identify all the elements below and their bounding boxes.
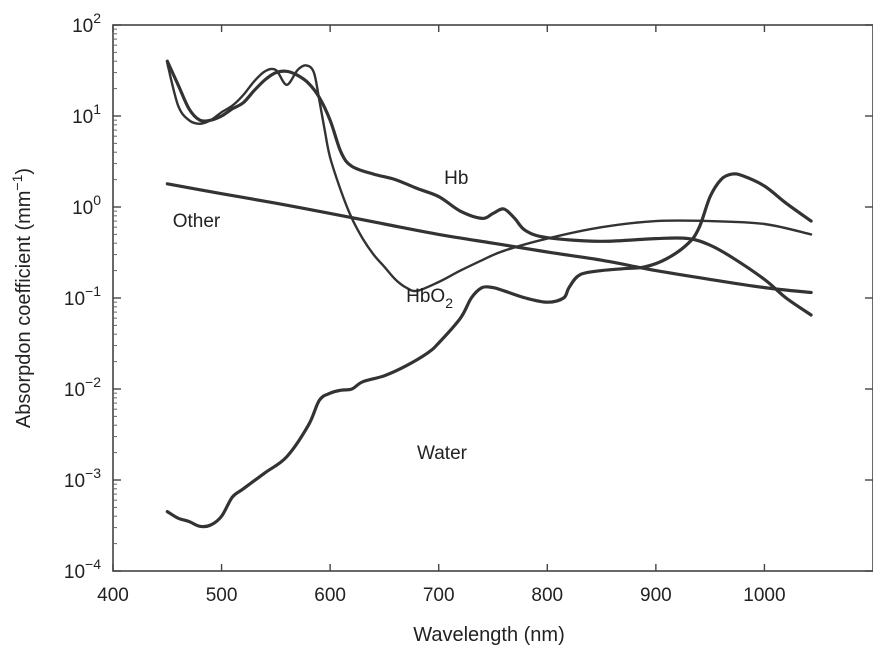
y-axis-label-base: Absorpdon coefficient (mm — [13, 191, 35, 429]
y-tick-label-exponent: −2 — [85, 374, 101, 390]
y-tick-label-exponent: 0 — [93, 192, 101, 208]
x-tick-label-900: 900 — [640, 585, 672, 606]
series-water-label-text: Water — [417, 443, 468, 464]
series-hb-label: Hb — [444, 168, 468, 189]
y-tick-label-base: 10 — [72, 198, 93, 219]
y-tick-label-5: 101 — [72, 101, 101, 128]
series-labels: Hb HbO2 Other Water — [173, 168, 469, 464]
series-hbo2-label: HbO2 — [406, 286, 453, 311]
x-tick-label-600: 600 — [314, 585, 346, 606]
y-tick-label-exponent: 2 — [93, 10, 101, 26]
plot-area-frame — [112, 24, 873, 572]
data-curves — [165, 59, 813, 529]
series-hb-label-text: Hb — [444, 168, 468, 189]
x-tick-label-800: 800 — [531, 585, 563, 606]
y-tick-label-2: 10−2 — [64, 374, 101, 401]
y-tick-label-base: 10 — [64, 471, 85, 492]
y-tick-label-1: 10−3 — [64, 465, 101, 492]
axis-ticks — [112, 24, 873, 572]
x-tick-label-500: 500 — [206, 585, 238, 606]
tick-labels: 400 500 600 700 800 900 100010−410−310−210−110… — [64, 10, 786, 606]
y-tick-label-3: 10−1 — [64, 283, 101, 310]
x-tick-label-1000: 1000 — [743, 585, 785, 606]
series-other-label: Other — [173, 211, 221, 232]
x-axis-label: Wavelength (nm) — [413, 624, 565, 646]
series-other-label-text: Other — [173, 211, 221, 232]
y-tick-label-base: 10 — [72, 16, 93, 37]
series-water-label: Water — [417, 443, 468, 464]
y-axis-label-exponent: −1 — [9, 174, 25, 190]
y-tick-label-base: 10 — [64, 289, 85, 310]
y-tick-label-4: 100 — [72, 192, 101, 219]
x-tick-label-700: 700 — [423, 585, 455, 606]
series-hbo2-label-subscript: 2 — [445, 295, 453, 311]
y-tick-label-base: 10 — [64, 380, 85, 401]
y-tick-label-exponent: −3 — [85, 465, 101, 481]
series-water-line — [165, 172, 813, 529]
y-axis-label: Absorpdon coefficient (mm−1) — [9, 168, 35, 428]
y-tick-label-6: 102 — [72, 10, 101, 37]
y-axis-label-close: ) — [13, 168, 35, 175]
series-other-line — [165, 182, 813, 295]
y-tick-label-exponent: −1 — [85, 283, 101, 299]
series-hb-line — [165, 59, 813, 317]
y-tick-label-exponent: −4 — [85, 556, 101, 572]
y-tick-label-base: 10 — [72, 107, 93, 128]
series-hbo2-line — [166, 62, 813, 293]
y-tick-label-exponent: 1 — [93, 101, 101, 117]
y-tick-label-0: 10−4 — [64, 556, 101, 583]
y-tick-label-base: 10 — [64, 562, 85, 583]
series-hbo2-label-text: HbO — [406, 286, 445, 307]
x-tick-label-400: 400 — [97, 585, 129, 606]
